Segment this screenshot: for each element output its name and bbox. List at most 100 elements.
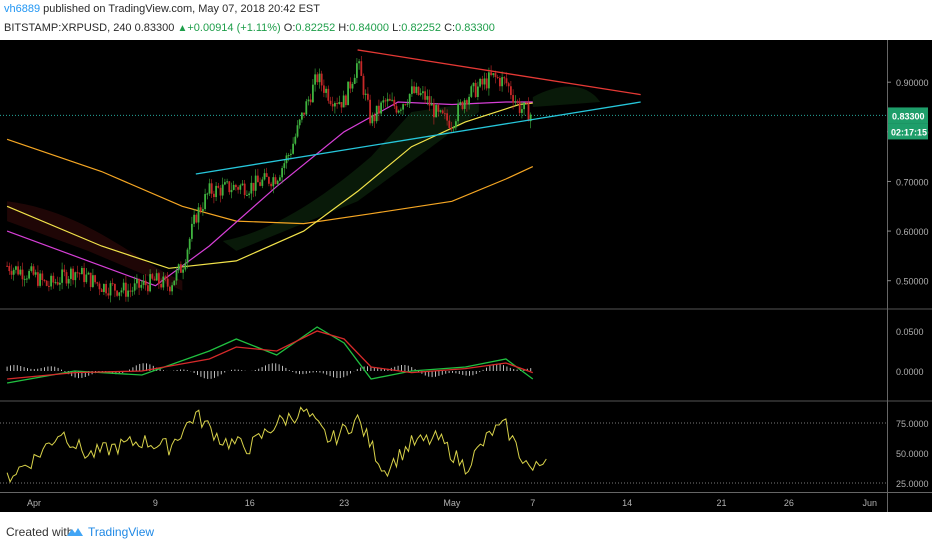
candle-body [466, 100, 468, 105]
price-tick-label: 0.60000 [896, 227, 929, 237]
candle-body [169, 286, 171, 292]
candle-body [228, 181, 231, 193]
candle-body [175, 270, 178, 281]
candle-body [518, 101, 521, 113]
open-label: O: [283, 22, 296, 34]
macd-line [7, 330, 534, 380]
low-label: L: [392, 22, 402, 34]
candle-body [441, 110, 444, 114]
candle-body [204, 194, 206, 210]
candle-body [336, 103, 338, 105]
candle-body [96, 282, 99, 284]
candle-body [34, 272, 37, 275]
macd-tick-label: 0.0500 [896, 327, 924, 337]
candle-body [259, 182, 261, 186]
time-tick-label: 7 [530, 498, 535, 508]
candle-body [430, 103, 433, 106]
candle-body [320, 73, 323, 86]
candle-body [144, 280, 147, 286]
candle-body [488, 72, 490, 89]
candle-body [439, 110, 442, 112]
candle-body [331, 104, 334, 107]
candle-body [450, 127, 453, 129]
candle-body [120, 290, 123, 293]
candle-body [494, 73, 497, 77]
candle-body [309, 99, 312, 103]
candle-body [294, 136, 297, 144]
candle-body [151, 274, 154, 279]
candle-body [415, 86, 418, 94]
candle-body [301, 112, 303, 120]
candle-body [6, 265, 8, 267]
close-label: C: [444, 22, 456, 34]
chart-canvas[interactable]: 0.900000.800000.700000.600000.500000.050… [0, 40, 932, 512]
candle-body [395, 106, 398, 113]
candle-body [147, 285, 149, 292]
candle-body [221, 184, 224, 196]
author-link[interactable]: vh6889 [4, 3, 41, 15]
candle-body [408, 93, 411, 104]
candle-body [131, 290, 134, 292]
candle-body [30, 266, 33, 271]
last-price-badge-text: 0.83300 [892, 111, 925, 121]
candle-body [507, 83, 510, 87]
footer: Created with TradingView [0, 512, 932, 550]
candle-body [479, 78, 481, 87]
candle-body [125, 282, 127, 297]
candle-body [276, 180, 279, 185]
candle-body [459, 101, 462, 104]
candle-body [92, 275, 94, 287]
tradingview-brand[interactable]: TradingView [88, 525, 155, 539]
candle-body [184, 263, 187, 270]
candle-body [477, 86, 479, 97]
candle-body [468, 96, 470, 105]
candle-body [272, 177, 275, 187]
candle-body [261, 179, 264, 186]
candle-body [48, 285, 50, 287]
candle-body [78, 273, 81, 275]
candle-body [10, 271, 13, 275]
time-tick-label: Jun [863, 498, 878, 508]
candle-body [164, 276, 167, 279]
candle-body [444, 113, 446, 115]
symbol-bar: BITSTAMP:XRPUSD, 240 0.83300 ▲+0.00914 (… [0, 19, 932, 38]
candle-body [61, 269, 63, 283]
candle-body [287, 155, 290, 157]
candle-body [28, 270, 30, 279]
candle-body [85, 274, 88, 283]
candle-body [39, 273, 41, 286]
candle-body [362, 75, 365, 95]
candle-body [413, 86, 415, 94]
candle-body [87, 272, 90, 275]
candle-body [298, 119, 301, 126]
last-price: 0.83300 [134, 22, 175, 34]
candle-body [241, 183, 244, 186]
candle-body [15, 266, 17, 270]
candle-body [56, 282, 59, 285]
candle-body [217, 185, 220, 188]
candle-body [37, 272, 39, 286]
candle-body [155, 273, 158, 281]
candle-body [393, 99, 396, 107]
candle-body [402, 104, 404, 110]
candle-body [122, 282, 125, 291]
candle-body [197, 207, 200, 223]
candle-body [191, 223, 193, 239]
price-change: +0.00914 (+1.11%) [187, 22, 281, 34]
candle-body [455, 121, 457, 128]
candle-body [50, 275, 52, 287]
resistance-trendline [357, 49, 641, 96]
time-tick-label: 9 [153, 498, 158, 508]
candle-body [391, 99, 393, 101]
last-price-badge [888, 107, 928, 124]
forward-cloud [532, 86, 601, 107]
chart-area[interactable]: 0.900000.800000.700000.600000.500000.050… [0, 40, 932, 512]
candle-body [74, 272, 77, 281]
candle-body [521, 109, 523, 113]
bearish-cloud [7, 201, 183, 291]
candle-body [89, 272, 92, 287]
candle-body [307, 99, 310, 102]
candle-body [527, 103, 530, 122]
candle-body [52, 275, 55, 283]
price-tick-label: 0.70000 [896, 177, 929, 187]
